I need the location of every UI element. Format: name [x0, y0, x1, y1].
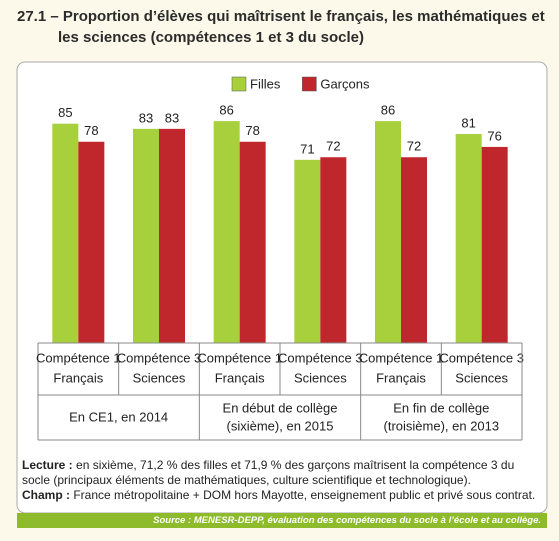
value-label: 85 — [58, 105, 72, 120]
bar — [320, 157, 347, 343]
champ-text: France métropolitaine + DOM hors Mayotte… — [73, 488, 536, 502]
x-tick-label: Compétence 1 — [197, 350, 282, 365]
x-tick-label: Compétence 1 — [359, 350, 444, 365]
bar — [455, 134, 482, 343]
value-label: 83 — [165, 110, 179, 125]
bar — [375, 121, 401, 344]
value-label: 86 — [219, 103, 233, 118]
value-label: 72 — [407, 139, 421, 154]
bar — [239, 141, 266, 343]
bar — [52, 123, 79, 343]
bar — [294, 159, 321, 343]
x-tick-label: Français — [215, 370, 265, 385]
lecture-label: Lecture : — [22, 458, 73, 472]
bar — [78, 141, 105, 343]
value-label: 78 — [84, 123, 98, 138]
value-label: 81 — [461, 115, 475, 130]
value-label: 76 — [487, 128, 501, 143]
value-label: 72 — [326, 139, 340, 154]
legend-label: Filles — [250, 76, 281, 91]
legend-label: Garçons — [320, 76, 370, 91]
x-tick-label: Sciences — [294, 370, 347, 385]
x-tick-label: Compétence 3 — [117, 350, 202, 365]
group-label: (sixième), en 2015 — [227, 418, 334, 433]
value-label: 86 — [381, 103, 395, 118]
x-tick-label: Compétence 3 — [278, 350, 363, 365]
x-tick-label: Sciences — [133, 370, 186, 385]
group-label: (troisième), en 2013 — [384, 418, 500, 433]
value-label: 83 — [139, 110, 153, 125]
x-tick-label: Sciences — [455, 370, 508, 385]
source: Source : MENESR-DEPP, évaluation des com… — [17, 513, 547, 528]
legend-swatch — [302, 76, 317, 92]
value-label: 71 — [300, 141, 314, 156]
chart-title: 27.1 – Proportion d’élèves qui maîtrisen… — [17, 8, 545, 46]
notes: Lecture : en sixième, 71,2 % des filles … — [22, 458, 542, 503]
x-tick-label: Compétence 3 — [439, 350, 524, 365]
bar — [401, 157, 427, 343]
group-label: En début de collège — [223, 400, 338, 415]
group-label: En CE1, en 2014 — [69, 409, 168, 424]
lecture: Lecture : en sixième, 71,2 % des filles … — [22, 458, 542, 488]
x-tick-label: Compétence 1 — [36, 350, 121, 365]
x-tick-label: Français — [53, 370, 103, 385]
bar — [133, 128, 159, 343]
value-label: 78 — [245, 123, 259, 138]
bar — [481, 146, 508, 343]
bar — [213, 121, 240, 344]
champ-label: Champ : — [22, 488, 70, 502]
x-tick-label: Français — [376, 370, 426, 385]
group-label: En fin de collège — [393, 400, 489, 415]
lecture-text: en sixième, 71,2 % des filles et 71,9 % … — [22, 458, 515, 487]
champ: Champ : France métropolitaine + DOM hors… — [22, 488, 542, 503]
bar — [159, 128, 185, 343]
legend-swatch — [231, 76, 247, 92]
